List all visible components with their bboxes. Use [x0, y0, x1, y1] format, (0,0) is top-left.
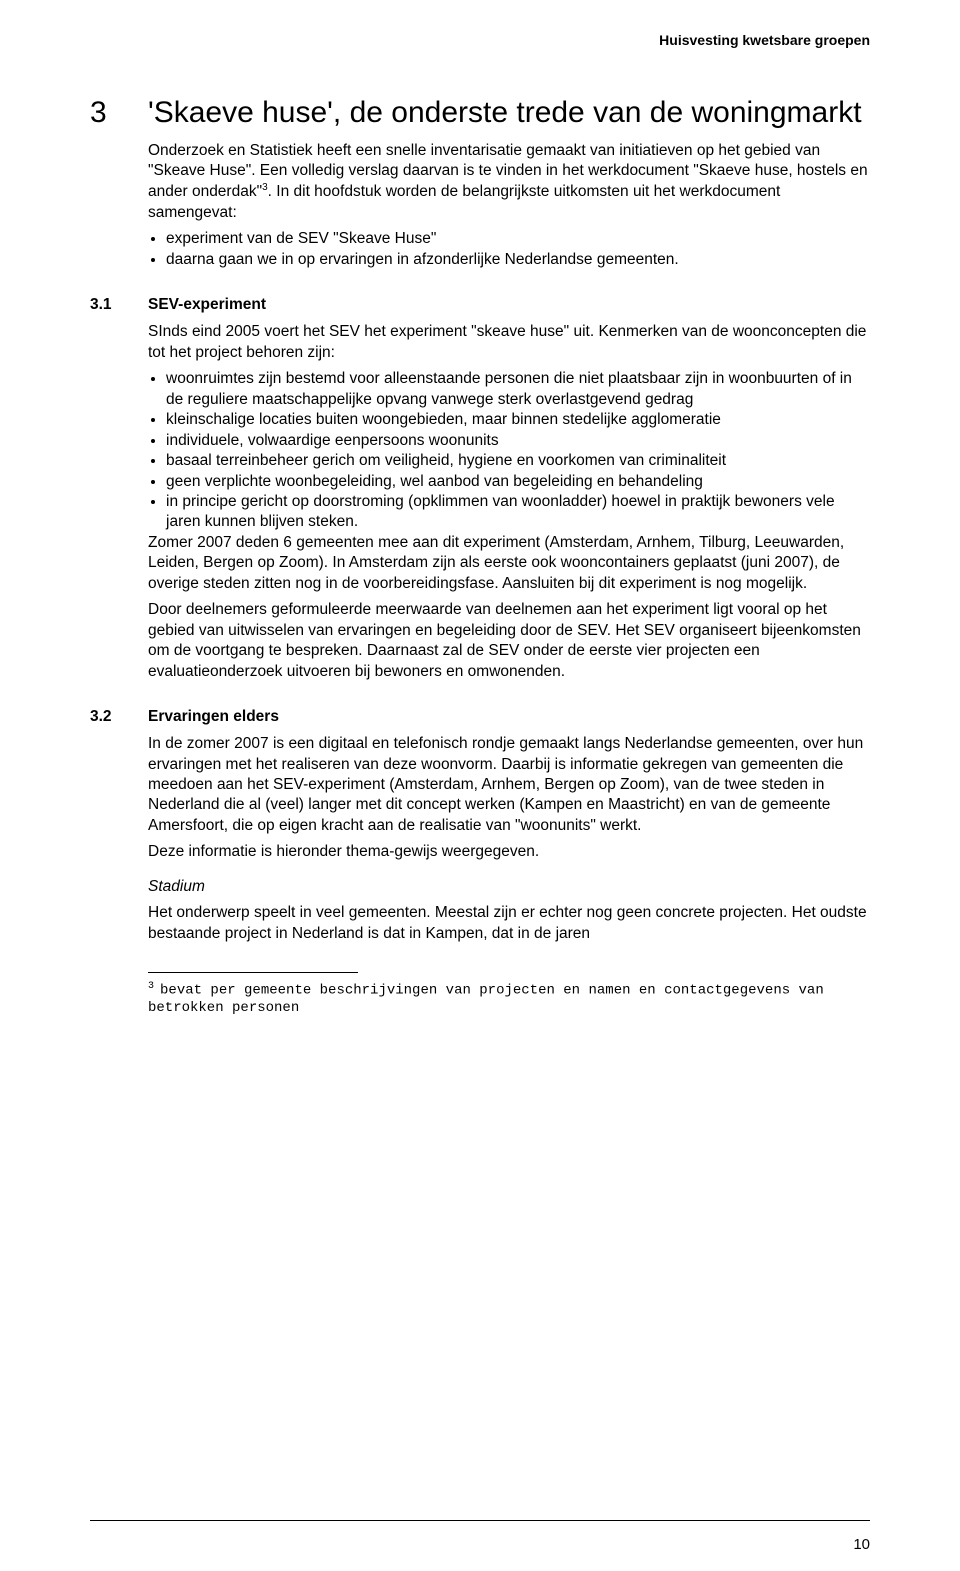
- list-item: in principe gericht op doorstroming (opk…: [166, 492, 870, 533]
- section-number: 3.1: [90, 296, 148, 314]
- list-item: geen verplichte woonbegeleiding, wel aan…: [166, 472, 870, 492]
- list-item: individuele, volwaardige eenpersoons woo…: [166, 431, 870, 451]
- list-item: experiment van de SEV "Skeave Huse": [166, 229, 870, 249]
- paragraph: In de zomer 2007 is een digitaal en tele…: [148, 734, 870, 836]
- footnote-text: bevat per gemeente beschrijvingen van pr…: [148, 983, 824, 1017]
- page-bottom-rule: [90, 1520, 870, 1521]
- paragraph: Zomer 2007 deden 6 gemeenten mee aan dit…: [148, 533, 870, 594]
- chapter-number: 3: [90, 96, 148, 129]
- paragraph: SInds eind 2005 voert het SEV het experi…: [148, 322, 870, 363]
- list-item: daarna gaan we in op ervaringen in afzon…: [166, 250, 870, 270]
- footnote-mark: 3: [148, 981, 154, 992]
- section-title: Ervaringen elders: [148, 708, 279, 726]
- intro-paragraph: Onderzoek en Statistiek heeft een snelle…: [148, 141, 870, 224]
- page-number: 10: [853, 1536, 870, 1553]
- paragraph: Door deelnemers geformuleerde meerwaarde…: [148, 600, 870, 682]
- list-item: basaal terreinbeheer gerich om veilighei…: [166, 451, 870, 471]
- sub-heading-italic: Stadium: [148, 877, 870, 897]
- footnote-separator: [148, 972, 358, 973]
- intro-bullets: experiment van de SEV "Skeave Huse" daar…: [148, 229, 870, 270]
- document-page: Huisvesting kwetsbare groepen 3 'Skaeve …: [0, 0, 960, 1018]
- section-3-2-body: In de zomer 2007 is een digitaal en tele…: [148, 734, 870, 944]
- section-heading: 3.1 SEV-experiment: [90, 296, 870, 314]
- list-item: kleinschalige locaties buiten woongebied…: [166, 410, 870, 430]
- running-header: Huisvesting kwetsbare groepen: [90, 32, 870, 48]
- chapter-intro: Onderzoek en Statistiek heeft een snelle…: [148, 141, 870, 271]
- list-item: woonruimtes zijn bestemd voor alleenstaa…: [166, 369, 870, 410]
- section-title: SEV-experiment: [148, 296, 266, 314]
- sev-bullets: woonruimtes zijn bestemd voor alleenstaa…: [148, 369, 870, 533]
- section-number: 3.2: [90, 708, 148, 726]
- paragraph: Deze informatie is hieronder thema-gewij…: [148, 842, 870, 862]
- section-3-1-body: SInds eind 2005 voert het SEV het experi…: [148, 322, 870, 682]
- paragraph: Het onderwerp speelt in veel gemeenten. …: [148, 903, 870, 944]
- chapter-title: 'Skaeve huse', de onderste trede van de …: [148, 96, 862, 131]
- footnote: 3bevat per gemeente beschrijvingen van p…: [148, 981, 870, 1018]
- section-heading: 3.2 Ervaringen elders: [90, 708, 870, 726]
- chapter-heading: 3 'Skaeve huse', de onderste trede van d…: [90, 96, 870, 131]
